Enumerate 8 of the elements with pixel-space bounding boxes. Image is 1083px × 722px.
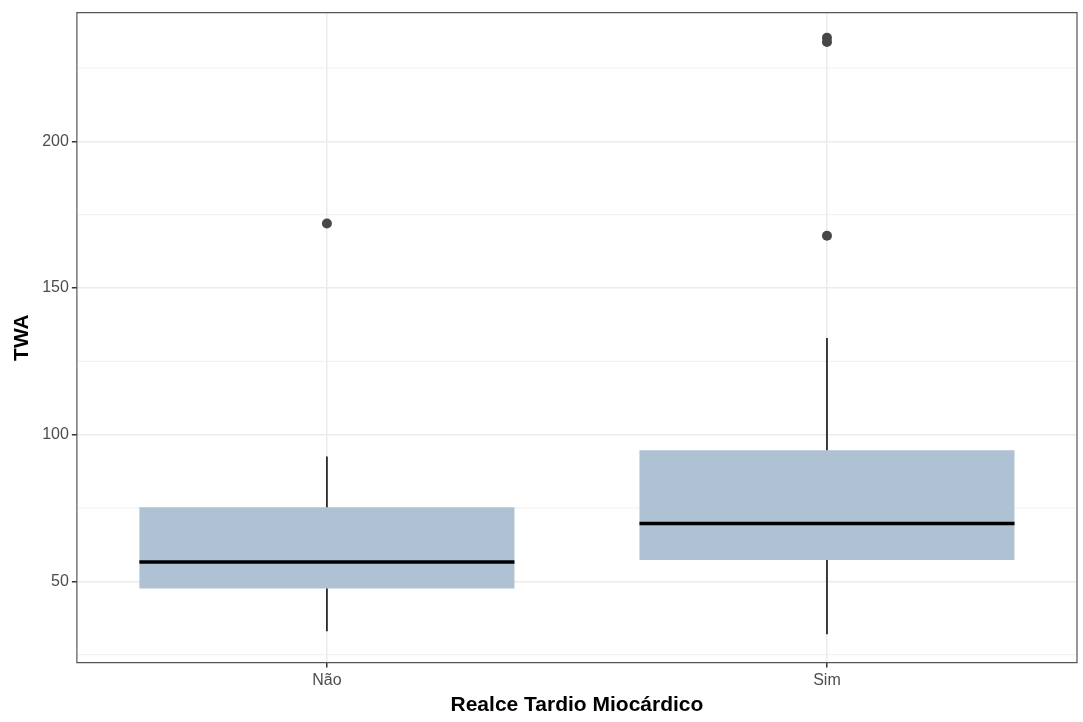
y-tick-label: 150 [42, 278, 69, 296]
x-tick-label: Sim [813, 670, 841, 688]
y-tick-label: 100 [42, 425, 69, 443]
y-axis-title: TWA [9, 314, 33, 361]
y-tick-label: 50 [51, 571, 69, 589]
y-tick-label: 200 [42, 131, 69, 149]
x-tick-label: Não [312, 670, 342, 688]
x-axis-title: Realce Tardio Miocárdico [450, 692, 704, 716]
